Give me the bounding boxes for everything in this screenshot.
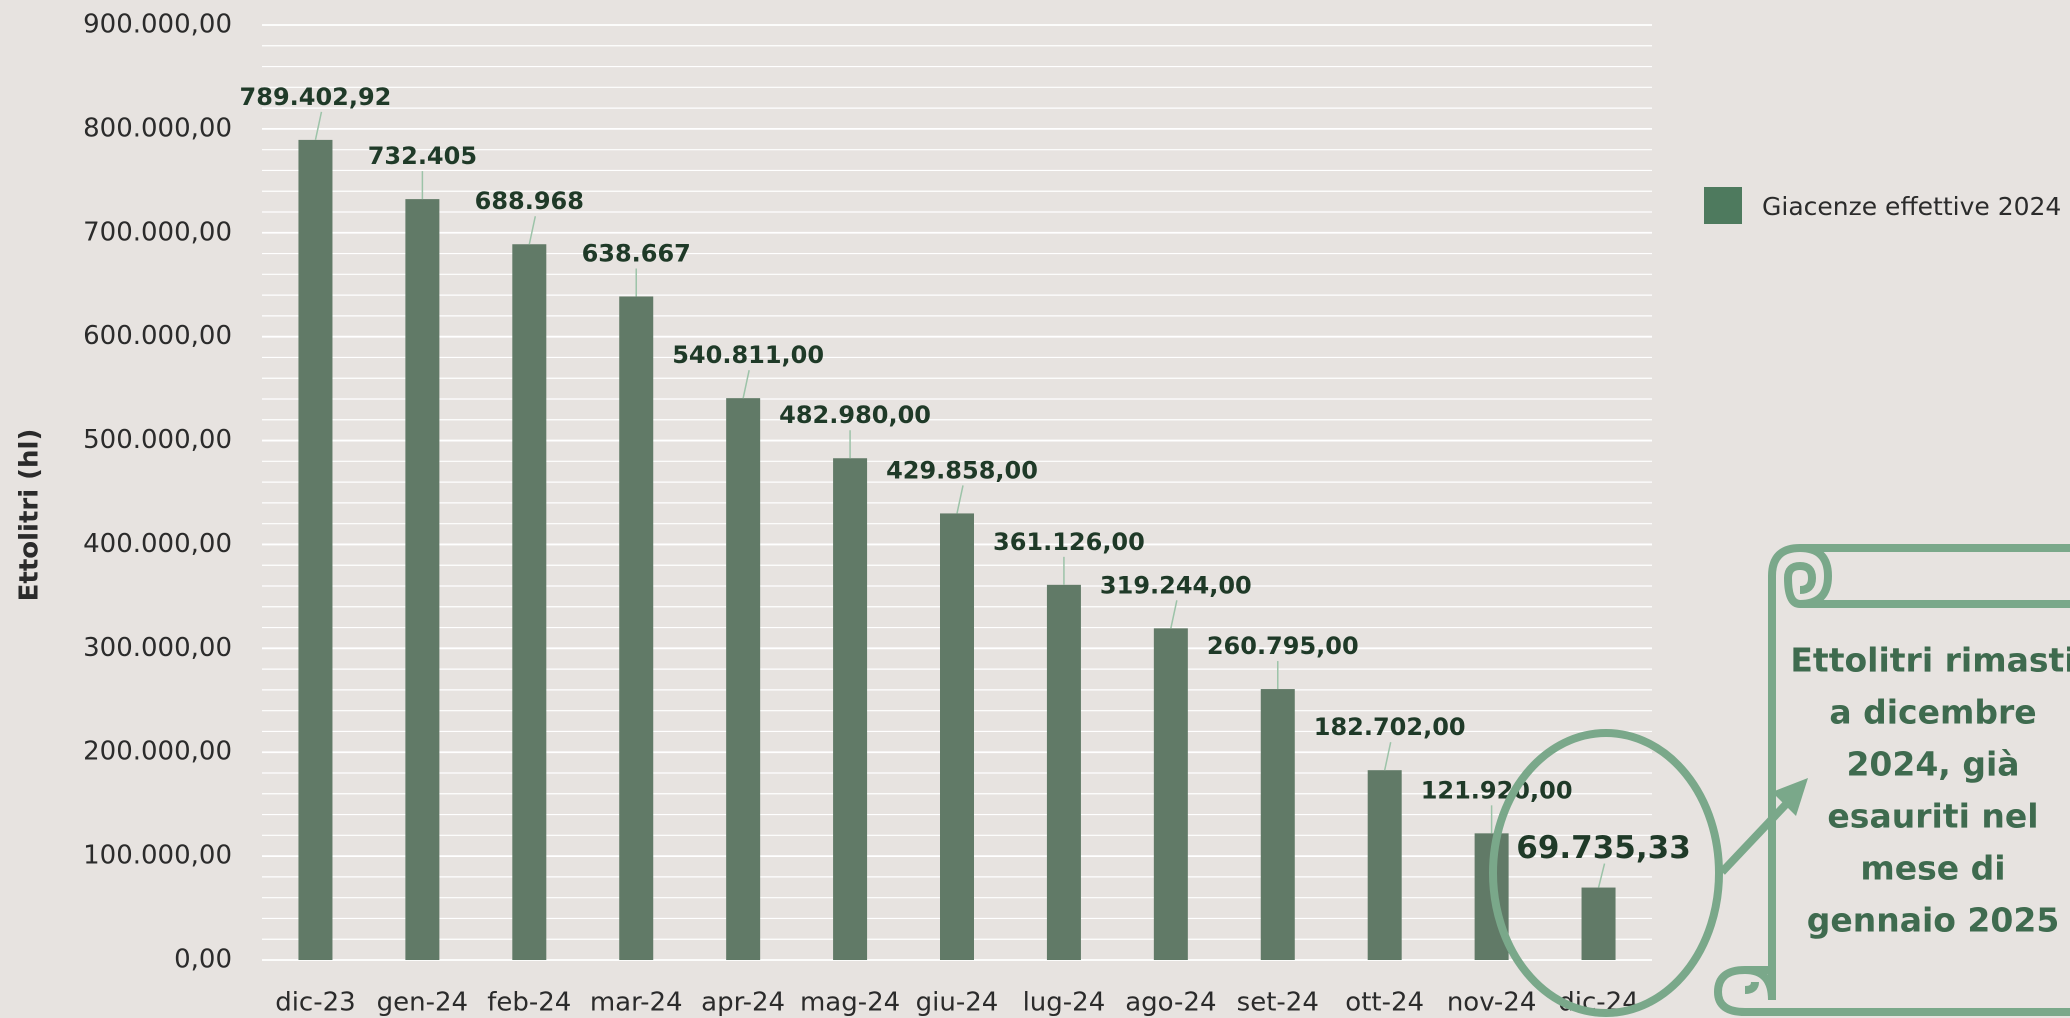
y-axis-title: Ettolitri (hl)	[15, 429, 45, 602]
bar	[1154, 628, 1188, 960]
y-tick-label: 600.000,00	[83, 321, 232, 351]
y-tick-label: 700.000,00	[83, 217, 232, 247]
x-tick-label: apr-24	[701, 988, 785, 1018]
bar	[833, 458, 867, 960]
y-tick-label: 300.000,00	[83, 633, 232, 663]
leader-line	[1171, 600, 1177, 628]
leader-line	[315, 112, 321, 140]
leader-line	[743, 370, 749, 398]
y-tick-label: 200.000,00	[83, 737, 232, 767]
bar	[298, 140, 332, 960]
annotation: Ettolitri rimasti a dicembre 2024, già esau…	[1493, 548, 2070, 1013]
y-tick-label: 900.000,00	[83, 10, 232, 40]
leader-line	[1599, 864, 1605, 888]
x-tick-label: mar-24	[590, 988, 683, 1018]
leader-line	[957, 485, 963, 513]
x-tick-label: feb-24	[487, 988, 571, 1018]
leader-line	[1385, 742, 1391, 770]
y-tick-label: 400.000,00	[83, 529, 232, 559]
bar	[1582, 888, 1616, 960]
annotation-line: esauriti nel	[1827, 797, 2038, 836]
x-tick-label: ago-24	[1125, 988, 1216, 1018]
bar	[1261, 689, 1295, 960]
value-label: 182.702,00	[1314, 713, 1466, 741]
value-label: 429.858,00	[886, 456, 1038, 484]
bar	[512, 244, 546, 960]
value-label: 121.920,00	[1421, 776, 1573, 804]
leader-line	[529, 216, 535, 244]
y-tick-label: 100.000,00	[83, 841, 232, 871]
y-tick-label: 800.000,00	[83, 113, 232, 143]
value-label: 540.811,00	[672, 341, 824, 369]
bar	[1047, 585, 1081, 960]
value-label: 789.402,92	[240, 83, 392, 111]
arrow-shaft	[1722, 800, 1790, 872]
annotation-line: gennaio 2025	[1807, 901, 2060, 940]
x-tick-label: ott-24	[1345, 988, 1424, 1018]
bar	[619, 296, 653, 960]
value-label: 732.405	[368, 142, 477, 170]
value-label: 638.667	[582, 239, 691, 267]
x-tick-label: lug-24	[1023, 988, 1106, 1018]
value-label: 482.980,00	[779, 401, 931, 429]
chart: Ettolitri (hl) 0,00 100.000,00 200.000,00 3…	[0, 0, 2070, 1018]
x-tick-label: mag-24	[800, 988, 900, 1018]
x-tick-label: gen-24	[377, 988, 468, 1018]
annotation-line: Ettolitri rimasti	[1790, 641, 2070, 680]
bar	[726, 398, 760, 960]
y-tick-label: 500.000,00	[83, 425, 232, 455]
annotation-text: Ettolitri rimasti a dicembre 2024, già esau…	[1790, 641, 2070, 940]
x-tick-label: dic-23	[275, 988, 356, 1018]
value-label: 319.244,00	[1100, 571, 1252, 599]
value-label: 361.126,00	[993, 528, 1145, 556]
value-label: 688.968	[475, 187, 584, 215]
x-tick-label: giu-24	[916, 988, 999, 1018]
highlight-ellipse	[1493, 733, 1719, 1013]
annotation-line: a dicembre	[1829, 693, 2036, 732]
annotation-line: mese di	[1860, 849, 2005, 888]
legend-swatch	[1704, 187, 1742, 224]
x-tick-label: set-24	[1237, 988, 1319, 1018]
bar	[1368, 770, 1402, 960]
legend-label: Giacenze effettive 2024	[1762, 192, 2061, 221]
annotation-line: 2024, già	[1846, 745, 2019, 784]
bar	[940, 513, 974, 960]
bar	[405, 199, 439, 960]
value-label: 260.795,00	[1207, 632, 1359, 660]
x-tick-label: nov-24	[1447, 988, 1537, 1018]
y-tick-label: 0,00	[174, 945, 232, 975]
value-label: 69.735,33	[1516, 830, 1691, 866]
page: {"chart_data": { "type": "bar", "y_axis_…	[0, 0, 2070, 1018]
